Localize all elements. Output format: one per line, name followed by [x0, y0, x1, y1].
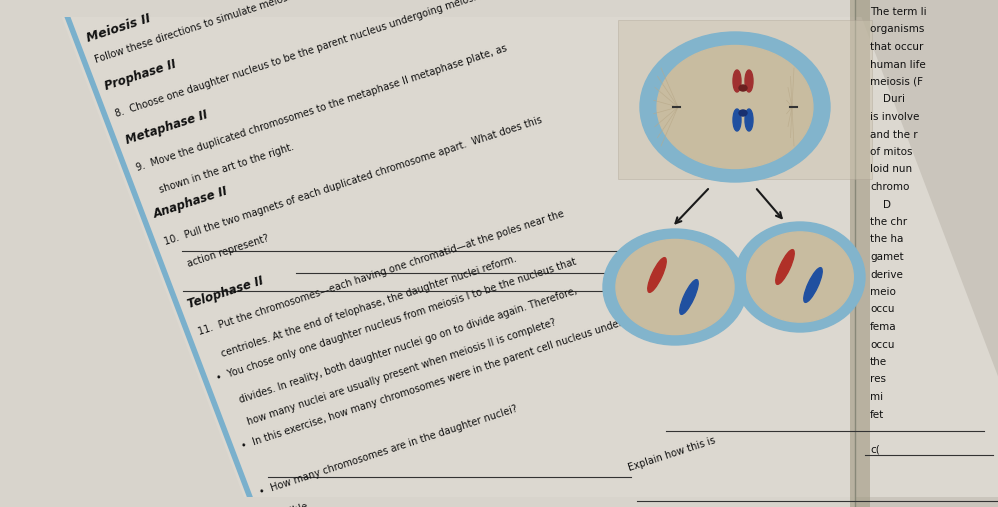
Polygon shape: [0, 0, 855, 507]
Text: of mitos: of mitos: [870, 147, 912, 157]
Text: the: the: [870, 357, 887, 367]
Polygon shape: [855, 0, 998, 507]
Text: 8.  Choose one daughter nucleus to be the parent nucleus undergoing meiosis II,: 8. Choose one daughter nucleus to be the…: [114, 0, 494, 119]
Text: occu: occu: [870, 305, 894, 314]
Text: meiosis (F: meiosis (F: [870, 77, 923, 87]
Text: organisms: organisms: [870, 24, 927, 34]
Text: divides. In reality, both daughter nuclei go on to divide again. Therefore,: divides. In reality, both daughter nucle…: [238, 286, 579, 405]
Ellipse shape: [733, 109, 741, 131]
Ellipse shape: [775, 249, 794, 284]
Text: loid nun: loid nun: [870, 164, 912, 174]
Text: the ha: the ha: [870, 235, 903, 244]
Ellipse shape: [739, 110, 747, 116]
Text: derive: derive: [870, 270, 903, 279]
Text: occu: occu: [870, 340, 894, 349]
Text: chromo: chromo: [870, 182, 909, 192]
Polygon shape: [850, 0, 870, 507]
Text: Meiosis II: Meiosis II: [85, 12, 153, 45]
Text: centrioles. At the end of telophase, the daughter nuclei reform.: centrioles. At the end of telophase, the…: [221, 254, 518, 359]
Text: the chr: the chr: [870, 217, 907, 227]
Text: The term li: The term li: [870, 7, 926, 17]
Text: how many nuclei are usually present when meiosis II is complete?: how many nuclei are usually present when…: [247, 317, 558, 427]
Ellipse shape: [745, 109, 753, 131]
Text: Follow these directions to simulate meiosis II.: Follow these directions to simulate meio…: [94, 0, 308, 65]
Text: Telophase II: Telophase II: [187, 274, 265, 311]
Text: Anaphase II: Anaphase II: [152, 185, 231, 221]
Text: mi: mi: [870, 392, 883, 402]
Text: shown in the art to the right.: shown in the art to the right.: [158, 142, 295, 195]
Ellipse shape: [803, 268, 822, 302]
Ellipse shape: [648, 258, 667, 293]
Ellipse shape: [739, 85, 747, 91]
Text: 9.  Move the duplicated chromosomes to the metaphase II metaphase plate, as: 9. Move the duplicated chromosomes to th…: [135, 43, 508, 173]
Ellipse shape: [680, 280, 699, 314]
Text: human life: human life: [870, 59, 926, 69]
Text: possible.: possible.: [267, 500, 311, 507]
Text: res: res: [870, 375, 886, 384]
Ellipse shape: [640, 32, 830, 182]
Ellipse shape: [735, 222, 865, 332]
Text: fet: fet: [870, 410, 884, 419]
Text: Explain how this is: Explain how this is: [627, 436, 717, 473]
Ellipse shape: [745, 70, 753, 92]
Text: meio: meio: [870, 287, 896, 297]
Polygon shape: [65, 17, 252, 497]
Text: gamet: gamet: [870, 252, 903, 262]
Text: action represent?: action represent?: [187, 233, 270, 269]
Text: D: D: [870, 199, 891, 209]
Text: that occur: that occur: [870, 42, 923, 52]
Text: •  How many chromosomes are in the daughter nuclei?: • How many chromosomes are in the daught…: [257, 404, 519, 497]
Ellipse shape: [733, 70, 741, 92]
Text: c(: c(: [870, 445, 880, 454]
Ellipse shape: [603, 229, 747, 345]
Ellipse shape: [657, 46, 813, 168]
FancyBboxPatch shape: [618, 20, 872, 179]
Text: •  You chose only one daughter nucleus from meiosis I to be the nucleus that: • You chose only one daughter nucleus fr…: [215, 257, 577, 383]
Text: Prophase II: Prophase II: [104, 58, 179, 93]
Text: •  In this exercise, how many chromosomes were in the parent cell nucleus underg: • In this exercise, how many chromosomes…: [241, 293, 702, 451]
Ellipse shape: [616, 239, 735, 335]
Text: Metaphase II: Metaphase II: [124, 108, 210, 147]
Text: is involve: is involve: [870, 112, 919, 122]
Text: and the r: and the r: [870, 129, 917, 139]
Text: fema: fema: [870, 322, 896, 332]
Text: Duri: Duri: [870, 94, 905, 104]
Polygon shape: [62, 17, 998, 497]
Ellipse shape: [747, 232, 853, 322]
Text: 10.  Pull the two magnets of each duplicated chromosome apart.  What does this: 10. Pull the two magnets of each duplica…: [163, 115, 543, 247]
Text: 11.  Put the chromosomes—each having one chromatid—at the poles near the: 11. Put the chromosomes—each having one …: [197, 209, 566, 337]
